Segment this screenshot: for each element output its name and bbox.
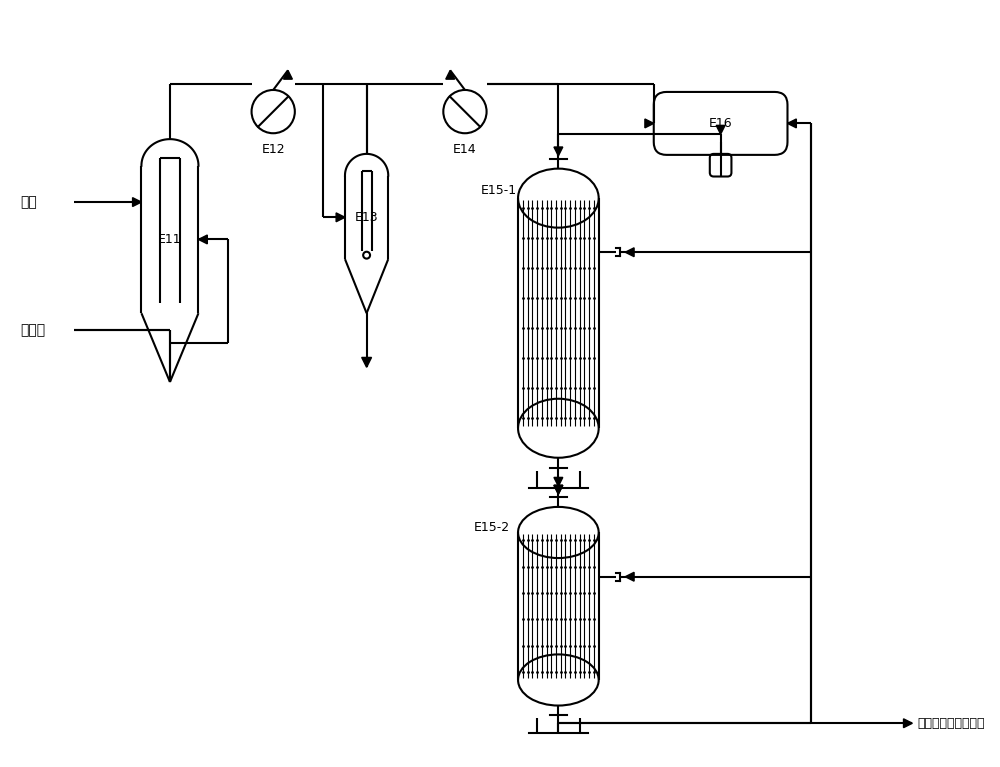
Polygon shape: [625, 572, 634, 581]
Polygon shape: [198, 235, 207, 244]
Text: E14: E14: [453, 143, 477, 156]
Polygon shape: [787, 119, 796, 128]
Polygon shape: [904, 719, 912, 728]
Polygon shape: [362, 357, 372, 367]
Text: E12: E12: [261, 143, 285, 156]
Polygon shape: [554, 486, 563, 494]
Polygon shape: [554, 477, 563, 486]
Text: 乙殔: 乙殔: [20, 195, 37, 209]
Text: E13: E13: [355, 211, 378, 224]
Text: E11: E11: [158, 233, 182, 246]
Text: 氯化氢: 氯化氢: [20, 323, 46, 337]
Polygon shape: [554, 486, 563, 494]
Polygon shape: [554, 147, 563, 156]
Polygon shape: [645, 119, 654, 128]
Text: 反应气去后处理系统: 反应气去后处理系统: [917, 716, 985, 729]
Polygon shape: [446, 71, 455, 79]
Polygon shape: [625, 248, 634, 257]
Text: E15-2: E15-2: [474, 521, 510, 534]
Text: E15-1: E15-1: [481, 184, 517, 197]
Text: E16: E16: [709, 117, 732, 130]
Polygon shape: [716, 125, 725, 134]
Polygon shape: [133, 198, 141, 206]
Polygon shape: [284, 71, 292, 79]
Polygon shape: [336, 213, 345, 222]
